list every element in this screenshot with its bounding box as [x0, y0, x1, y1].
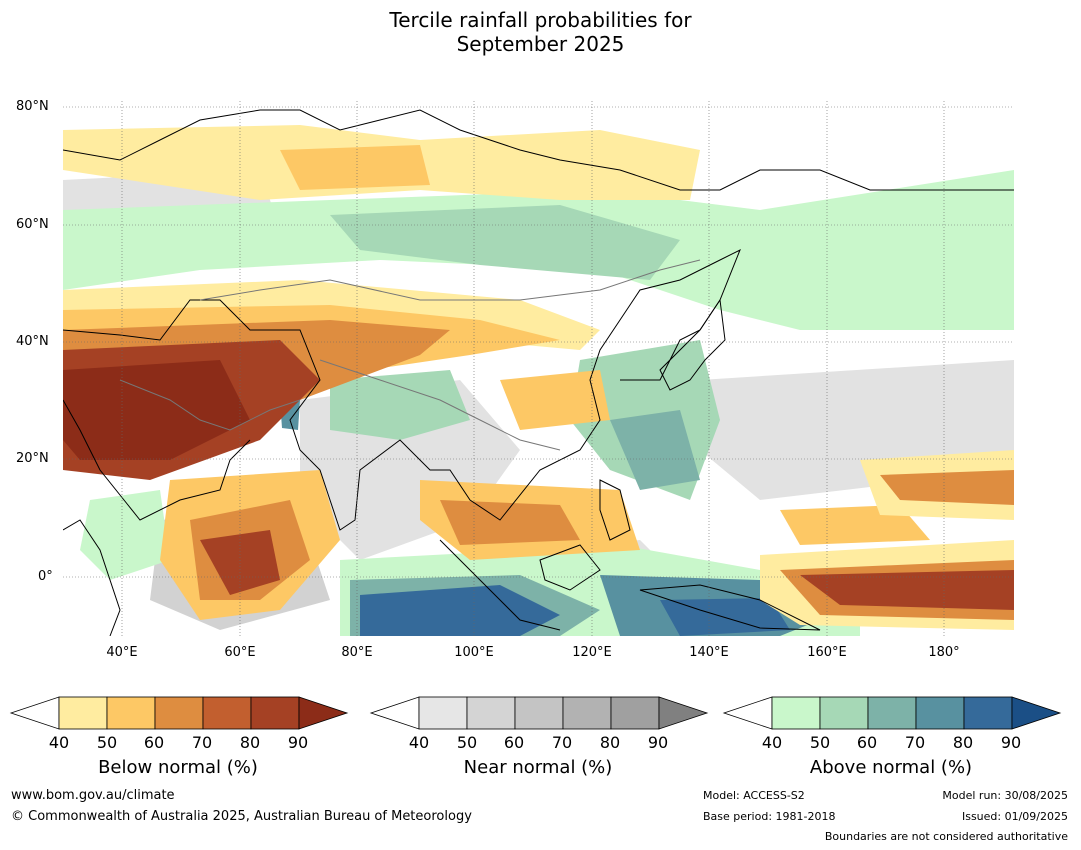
graticule	[63, 101, 1014, 636]
above-normal-region	[610, 410, 700, 490]
country-border	[319, 359, 561, 451]
probability-fields	[63, 101, 1014, 636]
lon-label: 140°E	[689, 645, 729, 660]
colorbar-segment	[514, 696, 564, 730]
below-normal-region	[800, 570, 1014, 610]
colorbar-high-extension	[1011, 696, 1062, 730]
colorbar-segment	[202, 696, 252, 730]
colorbar-segment	[562, 696, 612, 730]
title-line-2: September 2025	[456, 32, 625, 56]
boundary-disclaimer: Boundaries are not considered authoritat…	[824, 830, 1068, 843]
colorbar-above-normal	[722, 696, 1062, 730]
issued-date: Issued: 01/09/2025	[961, 810, 1068, 823]
lon-label: 160°E	[807, 645, 847, 660]
model-name: Model: ACCESS-S2	[703, 789, 805, 802]
colorbar-below-normal	[9, 696, 349, 730]
website-link[interactable]: www.bom.gov.au/climate	[11, 788, 175, 803]
colorbar-tick: 80	[239, 733, 261, 752]
lon-label: 180°	[928, 645, 960, 660]
colorbar-low-extension	[722, 696, 773, 730]
lon-label: 80°E	[341, 645, 373, 660]
colorbar-segment	[154, 696, 204, 730]
colorbar-title: Near normal (%)	[463, 757, 613, 778]
below-normal-region	[880, 470, 1014, 505]
below-normal-region	[200, 530, 280, 595]
colorbar-segment	[58, 696, 108, 730]
coastline	[63, 399, 251, 521]
country-border	[199, 259, 701, 301]
colorbar-tick: 80	[599, 733, 621, 752]
colorbar-low-extension	[9, 696, 60, 730]
map-title: Tercile rainfall probabilities for Septe…	[0, 8, 1081, 56]
colorbar-tick: 90	[287, 733, 309, 752]
colorbar-tick: 50	[456, 733, 478, 752]
lon-label: 100°E	[454, 645, 494, 660]
colorbar-tick: 50	[809, 733, 831, 752]
colorbar-tick: 90	[647, 733, 669, 752]
lat-label: 40°N	[16, 334, 49, 349]
colorbar-high-extension	[658, 696, 709, 730]
colorbar-tick: 60	[503, 733, 525, 752]
colorbar-title: Below normal (%)	[98, 757, 258, 778]
lon-label: 60°E	[224, 645, 256, 660]
colorbar-title: Above normal (%)	[809, 757, 973, 778]
colorbar-segment	[771, 696, 821, 730]
colorbar-segment	[819, 696, 869, 730]
colorbar-tick: 40	[761, 733, 783, 752]
below-normal-region	[63, 360, 250, 460]
colorbar-near-normal	[369, 696, 709, 730]
colorbar-tick: 70	[551, 733, 573, 752]
colorbar-tick: 40	[48, 733, 70, 752]
colorbar-segment	[610, 696, 660, 730]
colorbar-tick: 50	[96, 733, 118, 752]
coastline	[63, 109, 1014, 191]
lat-label: 80°N	[16, 99, 49, 114]
colorbar-tick: 90	[1000, 733, 1022, 752]
colorbar-segment	[915, 696, 965, 730]
colorbar-high-extension	[298, 696, 349, 730]
coastline	[599, 479, 631, 541]
coastline	[439, 539, 561, 631]
colorbar-tick: 60	[856, 733, 878, 752]
lat-label: 60°N	[16, 217, 49, 232]
coastline	[63, 519, 121, 636]
colorbar-tick: 70	[191, 733, 213, 752]
base-period: Base period: 1981-2018	[703, 810, 836, 823]
colorbar-segment	[106, 696, 156, 730]
below-normal-region	[440, 500, 580, 545]
lat-label: 0°	[38, 569, 53, 584]
coastline	[639, 584, 821, 631]
coastline	[659, 298, 726, 391]
copyright-text: © Commonwealth of Australia 2025, Austra…	[11, 809, 472, 824]
lat-label: 20°N	[16, 451, 49, 466]
colorbar-tick: 70	[904, 733, 926, 752]
above-normal-region	[360, 585, 560, 636]
colorbar-segment	[418, 696, 468, 730]
colorbar-segment	[466, 696, 516, 730]
colorbar-low-extension	[369, 696, 420, 730]
model-run-date: Model run: 30/08/2025	[942, 789, 1068, 802]
coastline	[63, 248, 741, 531]
country-border	[119, 379, 301, 431]
colorbar-tick: 60	[143, 733, 165, 752]
below-normal-region	[500, 370, 610, 430]
lon-label: 120°E	[572, 645, 612, 660]
above-normal-region	[330, 205, 680, 280]
above-normal-region	[330, 370, 470, 440]
lon-label: 40°E	[106, 645, 138, 660]
title-line-1: Tercile rainfall probabilities for	[389, 8, 692, 32]
colorbar-tick: 80	[952, 733, 974, 752]
colorbar-segment	[250, 696, 300, 730]
below-normal-region	[280, 145, 430, 190]
colorbar-tick: 40	[408, 733, 430, 752]
coastline	[539, 544, 601, 591]
colorbar-segment	[867, 696, 917, 730]
colorbar-segment	[963, 696, 1013, 730]
